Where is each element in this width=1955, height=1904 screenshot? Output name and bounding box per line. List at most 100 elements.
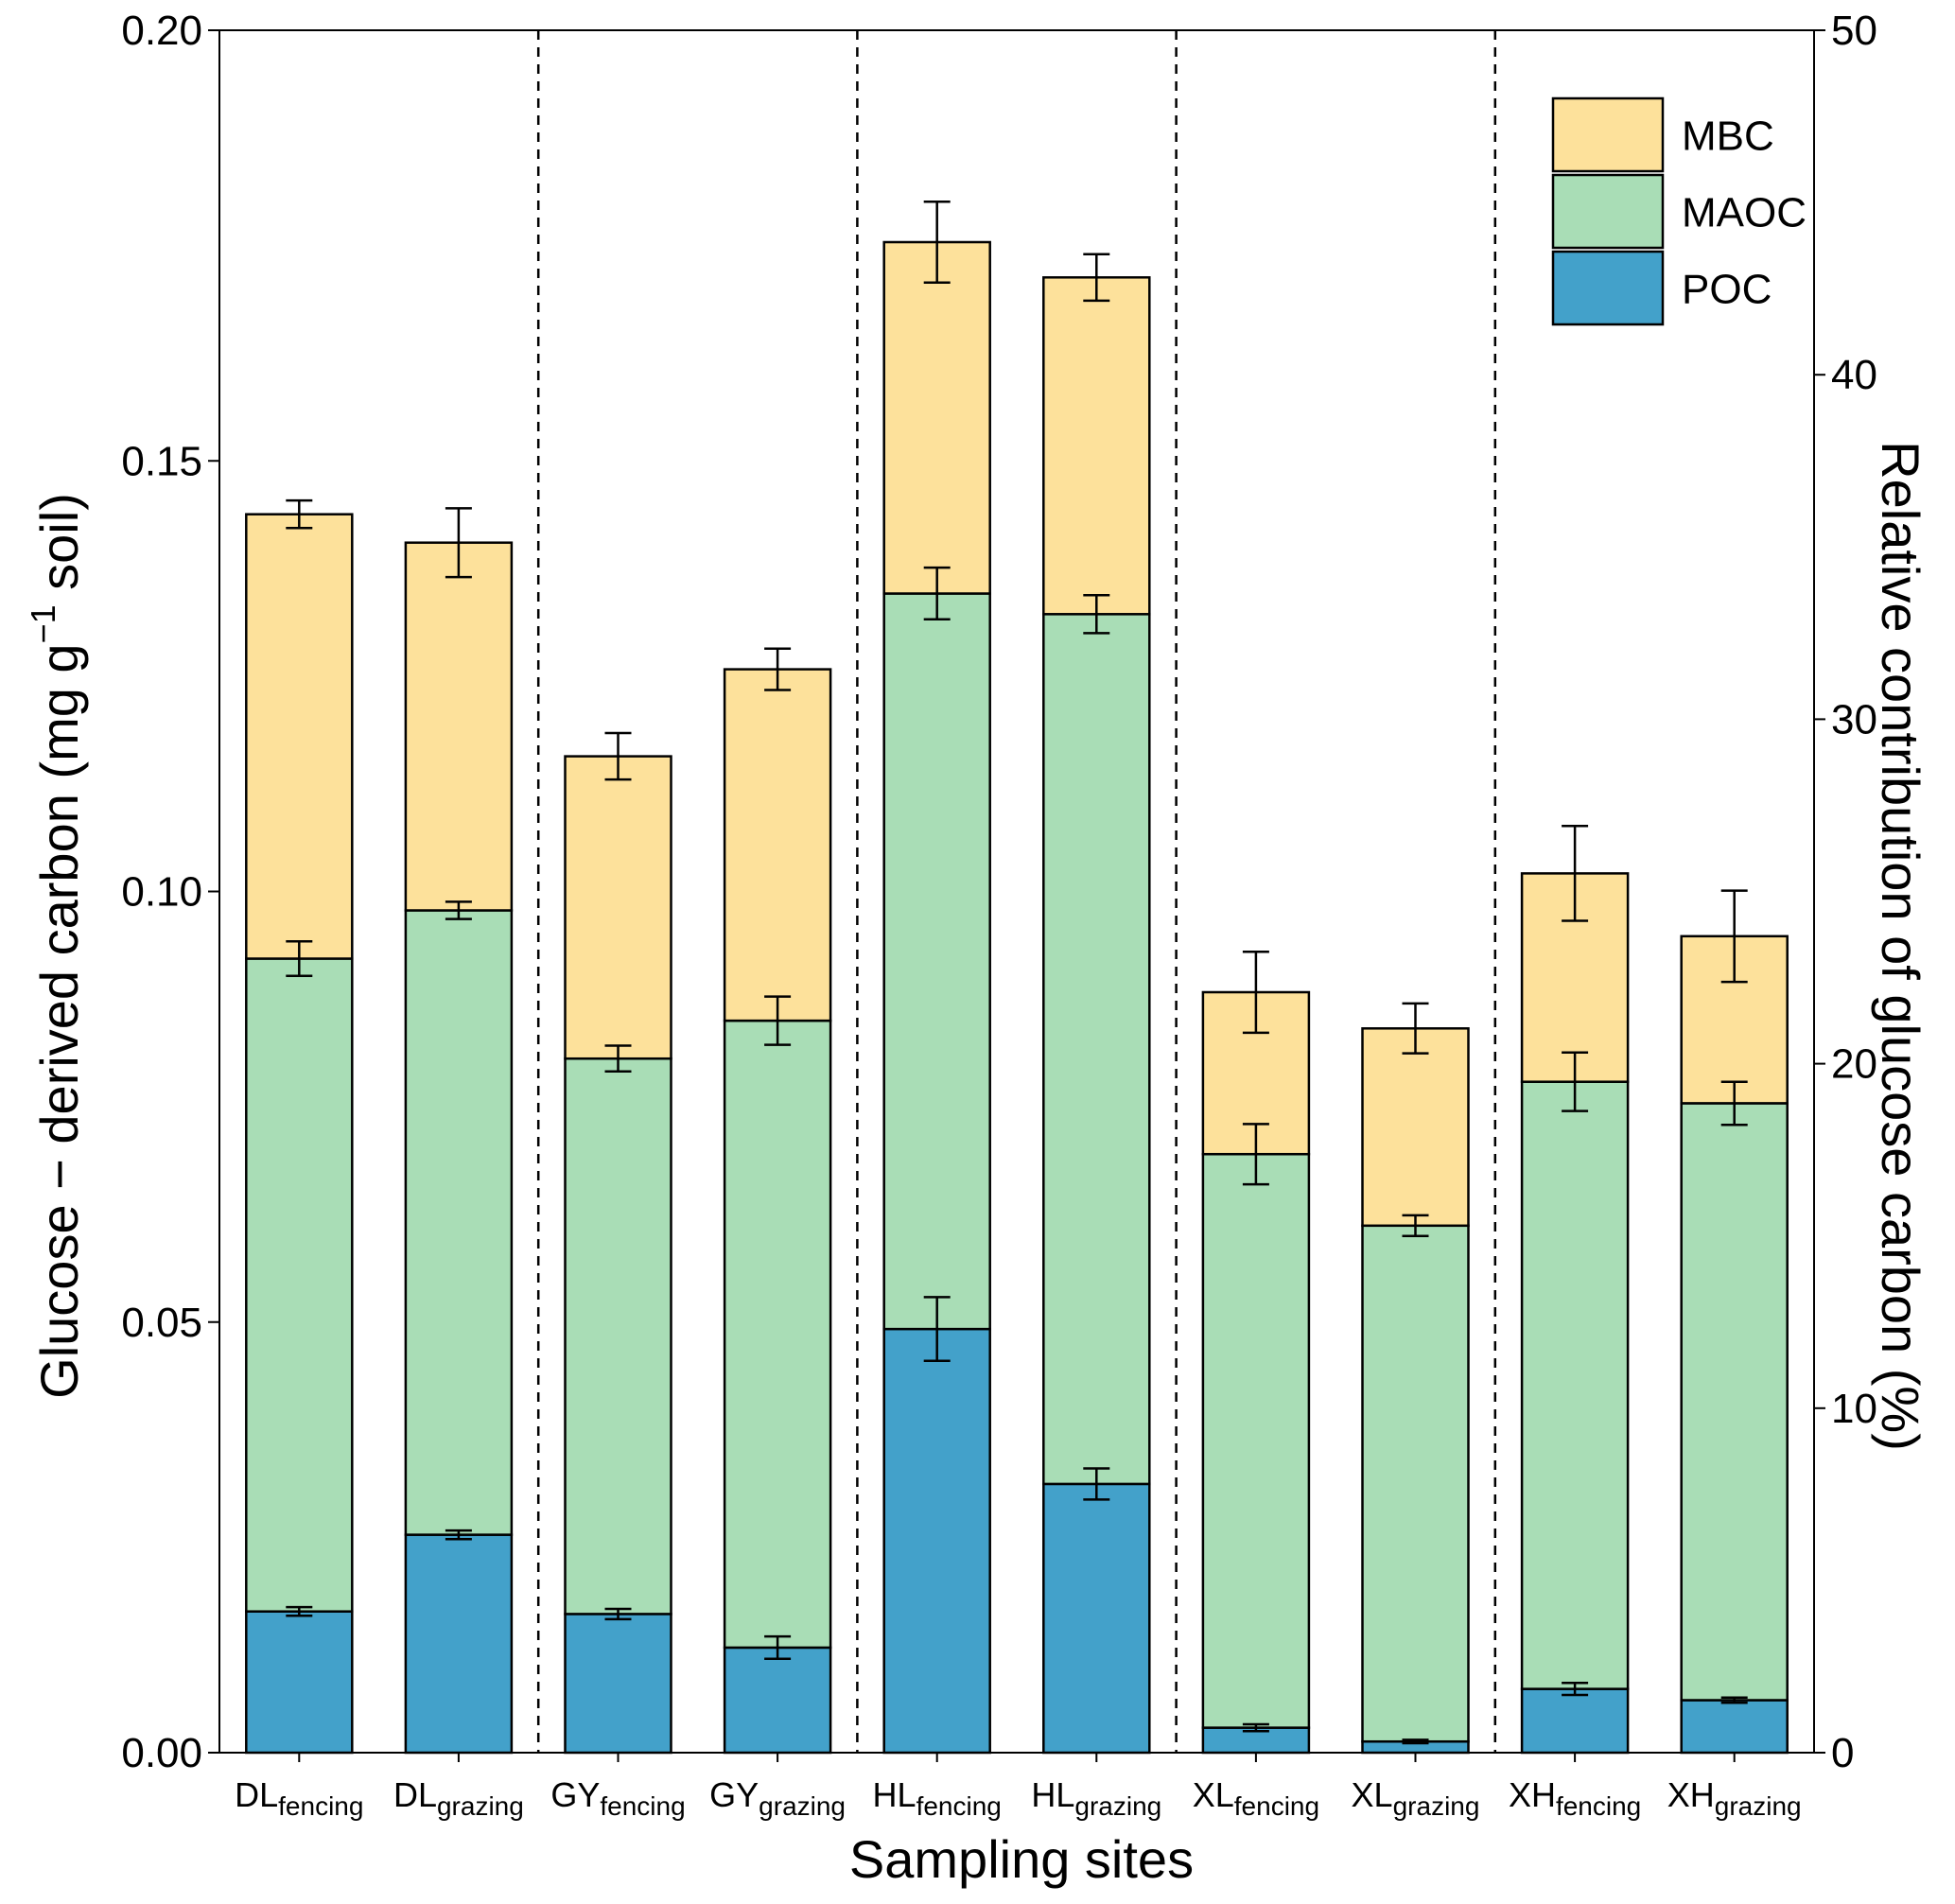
error-bar-maoc-xh-grazing [1720, 1080, 1748, 1127]
error-bar-poc-hl-fencing [923, 1296, 951, 1362]
y2-tick-label: 40 [1831, 352, 1877, 398]
bar-poc-dl-fencing [245, 1610, 354, 1755]
x-tick-label-xl-grazing: XLgrazing [1352, 1775, 1480, 1821]
y2-tick-label: 0 [1831, 1730, 1854, 1776]
error-bar-maoc-hl-grazing [1083, 594, 1110, 635]
y-axis-title: Glucose − derived carbon (mg g−1 soil) [24, 493, 89, 1399]
error-bar-maoc-xl-grazing [1402, 1214, 1429, 1237]
error-bar-mbc-dl-fencing [286, 498, 313, 530]
x-tick-label-main: GY [550, 1775, 600, 1814]
y2-tick-label: 50 [1831, 8, 1877, 54]
bar-maoc-hl-fencing [882, 592, 991, 1331]
legend: MBC MAOC POC [1551, 96, 1807, 326]
bar-maoc-dl-fencing [245, 957, 354, 1613]
y-tick-label: 0.05 [121, 1300, 202, 1346]
error-bar-mbc-gy-grazing [764, 647, 792, 691]
legend-swatch-poc [1551, 250, 1665, 326]
x-tick-label-sub: fencing [916, 1791, 1002, 1821]
bar-poc-xh-grazing [1680, 1699, 1789, 1755]
x-tick-label-main: HL [1031, 1775, 1074, 1814]
error-bar-maoc-gy-grazing [764, 995, 792, 1046]
bar-mbc-hl-fencing [882, 240, 991, 595]
error-bar-mbc-xh-fencing [1562, 825, 1589, 922]
error-bar-mbc-dl-grazing [445, 507, 472, 579]
x-tick-label-main: XL [1193, 1775, 1234, 1814]
bar-mbc-dl-fencing [245, 513, 354, 960]
bar-poc-xh-fencing [1520, 1687, 1630, 1755]
x-tick-label-main: XH [1509, 1775, 1556, 1814]
x-axis-title: Sampling sites [849, 1829, 1194, 1889]
x-tick-labels: DLfencing DLgrazing GYfencing GYgrazing HLfe… [235, 1753, 1802, 1821]
legend-swatch-mbc [1551, 96, 1665, 173]
error-bar-mbc-gy-fencing [604, 731, 632, 781]
bar-mbc-hl-grazing [1042, 276, 1151, 616]
error-bar-poc-gy-grazing [764, 1634, 792, 1661]
bar-mbc-gy-fencing [564, 755, 672, 1060]
x-tick-label-gy-grazing: GYgrazing [709, 1775, 846, 1821]
bars [245, 240, 1789, 1755]
y-tick-label: 0.00 [121, 1730, 202, 1776]
x-tick-label-xh-grazing: XHgrazing [1667, 1775, 1802, 1821]
error-bar-poc-xh-fencing [1562, 1681, 1589, 1697]
error-bar-mbc-xh-grazing [1720, 889, 1748, 984]
bar-mbc-xl-grazing [1361, 1027, 1470, 1228]
y-tick-label: 0.15 [121, 438, 202, 484]
legend-label-poc: POC [1682, 267, 1772, 313]
bar-mbc-dl-grazing [404, 541, 514, 912]
error-bar-poc-xl-fencing [1242, 1722, 1269, 1733]
x-tick-label-hl-fencing: HLfencing [873, 1775, 1002, 1821]
legend-swatch-maoc [1551, 173, 1665, 250]
x-tick-label-dl-grazing: DLgrazing [393, 1775, 524, 1821]
x-tick-label-main: HL [873, 1775, 916, 1814]
error-bar-maoc-dl-grazing [445, 900, 472, 920]
error-bar-poc-gy-fencing [604, 1607, 632, 1621]
bar-poc-hl-grazing [1042, 1482, 1151, 1755]
bar-maoc-xh-fencing [1520, 1080, 1630, 1690]
x-tick-label-main: GY [709, 1775, 759, 1814]
x-tick-label-xh-fencing: XHfencing [1509, 1775, 1641, 1821]
x-tick-label-main: DL [393, 1775, 437, 1814]
bar-poc-dl-grazing [404, 1533, 514, 1755]
x-tick-label-sub: fencing [1556, 1791, 1641, 1821]
bar-maoc-dl-grazing [404, 909, 514, 1536]
bar-maoc-xh-grazing [1680, 1102, 1789, 1702]
error-bar-poc-dl-fencing [286, 1605, 313, 1617]
error-bar-mbc-hl-fencing [923, 200, 951, 285]
legend-label-maoc: MAOC [1682, 190, 1807, 236]
bar-maoc-gy-fencing [564, 1057, 672, 1616]
y-axis-title-main: Glucose − derived carbon (mg g [29, 643, 89, 1398]
error-bars [286, 200, 1748, 1745]
x-tick-label-sub: fencing [278, 1791, 363, 1821]
y-tick-label: 0.20 [121, 8, 202, 54]
bar-maoc-xl-grazing [1361, 1224, 1470, 1743]
error-bar-poc-xl-grazing [1402, 1738, 1429, 1745]
bar-poc-hl-fencing [882, 1327, 991, 1755]
x-tick-label-sub: grazing [1715, 1791, 1802, 1821]
x-tick-label-main: XL [1352, 1775, 1393, 1814]
error-bar-maoc-dl-fencing [286, 940, 313, 977]
error-bar-mbc-xl-fencing [1242, 950, 1269, 1035]
error-bar-maoc-hl-fencing [923, 566, 951, 621]
x-tick-label-dl-fencing: DLfencing [235, 1775, 363, 1821]
x-tick-label-gy-fencing: GYfencing [550, 1775, 685, 1821]
y-tick-label: 0.10 [121, 869, 202, 916]
y2-tick-label: 30 [1831, 696, 1877, 742]
bar-maoc-gy-grazing [723, 1019, 832, 1650]
x-tick-label-xl-fencing: XLfencing [1193, 1775, 1319, 1821]
y2-tick-label: 10 [1831, 1386, 1877, 1432]
x-tick-label-hl-grazing: HLgrazing [1031, 1775, 1161, 1821]
y2-axis-title: Relative contribution of glucose carbon … [1871, 441, 1930, 1451]
bar-mbc-gy-grazing [723, 668, 832, 1022]
ticks: 0.00 0.05 0.10 0.15 0.20 0 10 20 30 40 50 [121, 8, 1877, 1776]
y-axis-title-sup: −1 [24, 604, 62, 643]
error-bar-poc-dl-grazing [445, 1528, 472, 1541]
x-tick-label-sub: fencing [600, 1791, 685, 1821]
error-bar-maoc-xl-fencing [1242, 1123, 1269, 1186]
error-bar-maoc-gy-fencing [604, 1044, 632, 1074]
y2-tick-label: 20 [1831, 1041, 1877, 1088]
legend-label-mbc: MBC [1682, 114, 1774, 160]
x-tick-label-main: XH [1667, 1775, 1715, 1814]
x-tick-label-sub: fencing [1234, 1791, 1319, 1821]
error-bar-mbc-xl-grazing [1402, 1002, 1429, 1055]
